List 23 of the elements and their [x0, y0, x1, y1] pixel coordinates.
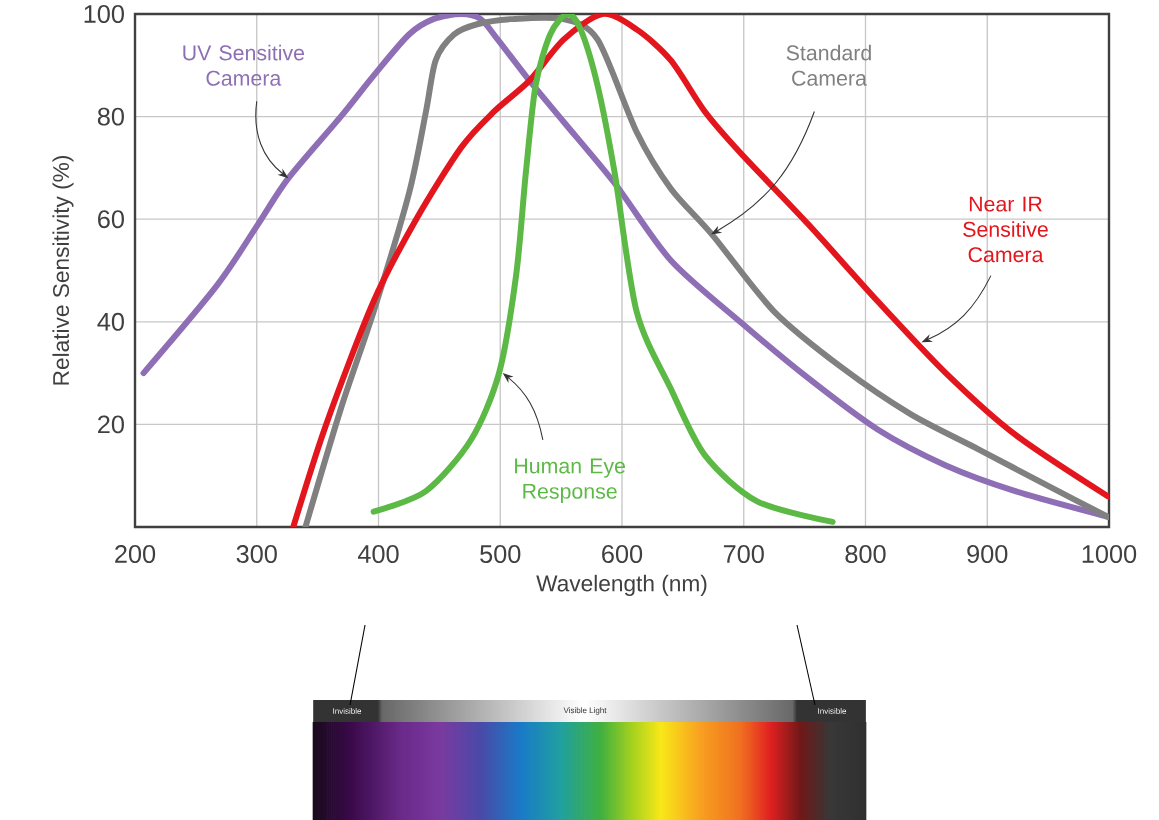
x-tick-label: 900	[967, 545, 1008, 563]
x-axis-title: Wavelength (nm)	[536, 574, 707, 596]
x-tick-label: 200	[115, 545, 156, 563]
text: Human Eye Response	[515, 458, 625, 504]
x-tick-label: 700	[723, 545, 764, 563]
y-tick-label: 100	[84, 5, 124, 23]
x-tick-label: 800	[845, 545, 886, 563]
x-tick-label: 300	[236, 545, 277, 563]
text: Invisible	[333, 708, 362, 714]
text: UV Sensitive Camera	[183, 44, 305, 86]
text: Invisible	[818, 708, 847, 714]
y-tick-label: 60	[98, 210, 124, 229]
y-tick-label: 80	[97, 107, 124, 126]
x-tick-label: 500	[480, 545, 521, 563]
x-tick-label: 600	[602, 545, 643, 563]
y-tick-label: 40	[97, 312, 124, 331]
text: Near IR Sensitive Camera	[963, 196, 1048, 263]
y-tick-label: 20	[98, 415, 124, 434]
x-tick-label: 400	[357, 545, 399, 563]
text: Visible Light	[563, 707, 607, 715]
y-axis-title: Relative Sensitivity (%)	[52, 156, 74, 385]
x-tick-label: 1000	[1082, 545, 1137, 563]
text: Standard Camera	[786, 44, 871, 86]
